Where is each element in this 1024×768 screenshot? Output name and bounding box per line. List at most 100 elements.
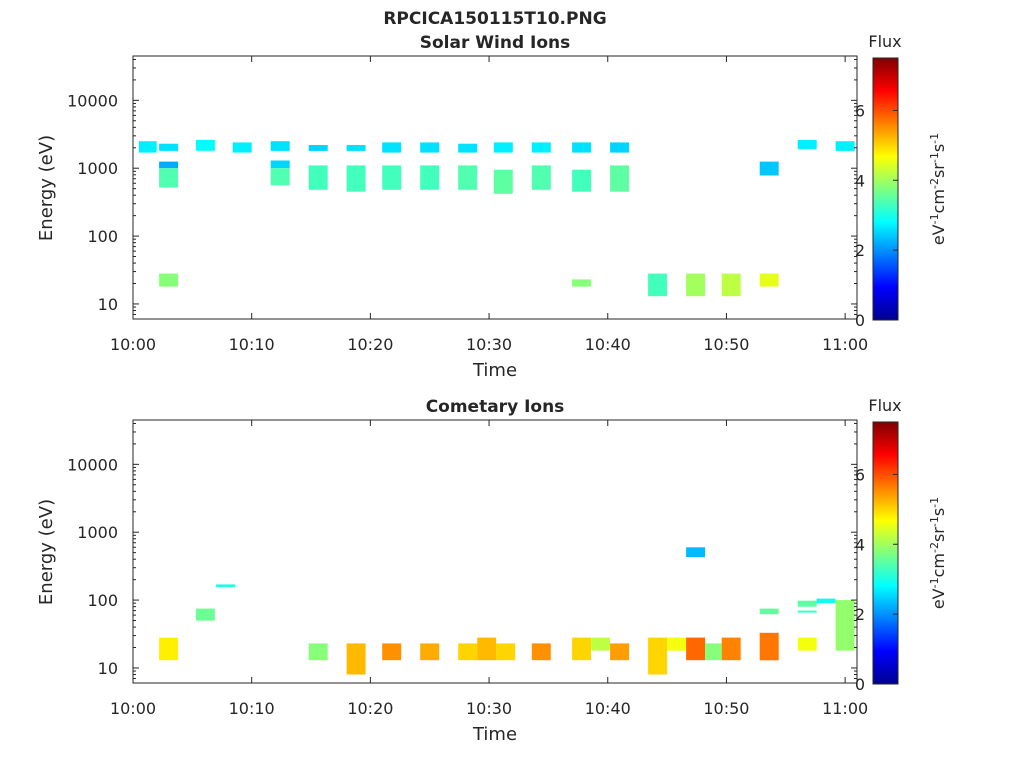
- y-axis-label: Energy (eV): [36, 499, 57, 605]
- colorbar-label: eV-1cm-2sr-1s-1: [928, 133, 949, 245]
- heatmap-cell: [382, 165, 402, 190]
- heatmap-cell: [477, 637, 497, 661]
- heatmap-cell: [232, 142, 252, 153]
- x-tick-label: 10:50: [703, 699, 749, 718]
- heatmap-cell: [667, 637, 687, 651]
- heatmap-cell: [346, 643, 366, 675]
- heatmap-cell: [159, 168, 179, 188]
- x-tick-label: 10:50: [703, 335, 749, 354]
- heatmap-cell: [797, 140, 817, 150]
- heatmap-cell: [138, 141, 157, 153]
- colorbar-title: Flux: [868, 396, 901, 415]
- x-tick-label: 10:40: [585, 335, 631, 354]
- y-tick-label: 10: [98, 295, 118, 314]
- heatmap-cell: [493, 142, 513, 153]
- heatmap-cell: [610, 165, 630, 192]
- heatmap-cell: [797, 637, 817, 651]
- heatmap-cell: [195, 140, 215, 151]
- heatmap-cell: [159, 143, 179, 151]
- y-tick-label: 1000: [77, 523, 118, 542]
- heatmap-cell: [458, 143, 478, 153]
- cometary-ions-panel: Cometary Ions 10:00 10:10 10:20 10:30 10:40 1…: [36, 396, 948, 745]
- heatmap-cell: [835, 600, 855, 651]
- colorbar-tick-label: 0: [855, 675, 865, 694]
- heatmap-cell: [610, 643, 630, 661]
- heatmap-cell: [420, 165, 440, 190]
- x-axis: 10:00 10:10 10:20 10:30 10:40 10:50 11:00: [110, 420, 868, 718]
- heatmap-cell: [308, 145, 328, 151]
- x-tick-label: 10:40: [585, 699, 631, 718]
- y-tick-label: 100: [87, 591, 118, 610]
- heatmap-cell: [420, 142, 440, 153]
- x-tick-label: 10:00: [110, 335, 156, 354]
- y-tick-label: 10: [98, 659, 118, 678]
- colorbar-label: eV-1cm-2sr-1s-1: [928, 497, 949, 609]
- y-tick-label: 100: [87, 227, 118, 246]
- heatmap-cell: [759, 273, 779, 287]
- colorbar-gradient: [872, 421, 899, 685]
- heatmap-cell: [797, 610, 817, 613]
- heatmap-cells: [138, 140, 855, 297]
- heatmap-cell: [648, 637, 668, 675]
- heatmap-cell: [493, 169, 513, 194]
- y-axis: 10 100 1000 10000: [67, 58, 857, 320]
- heatmap-cells: [159, 547, 855, 675]
- heatmap-cell: [835, 141, 855, 151]
- colorbar-gradient: [872, 57, 899, 321]
- heatmap-cell: [496, 643, 516, 661]
- colorbar: Flux 0 2 4 6 eV-1cm-2sr-1s-1: [855, 396, 948, 694]
- plot-frame: [132, 419, 858, 684]
- x-tick-label: 11:00: [822, 699, 868, 718]
- heatmap-cell: [420, 643, 440, 661]
- x-axis-label: Time: [472, 360, 517, 381]
- colorbar-tick-label: 2: [855, 241, 865, 260]
- x-axis-label: Time: [472, 724, 517, 745]
- colorbar-tick-label: 2: [855, 605, 865, 624]
- colorbar-tick-label: 6: [855, 465, 865, 484]
- y-tick-label: 10000: [67, 455, 118, 474]
- figure-title: RPCICA150115T10.PNG: [383, 9, 606, 29]
- colorbar: Flux 0 2 4 6 eV-1cm-2sr-1s-1: [855, 32, 948, 330]
- colorbar-tick-label: 4: [855, 171, 865, 190]
- x-axis: 10:00 10:10 10:20 10:30 10:40 10:50 11:00: [110, 56, 868, 354]
- heatmap-cell: [346, 145, 366, 151]
- heatmap-cell: [686, 547, 706, 558]
- y-axis: 10 100 1000 10000: [67, 422, 857, 684]
- y-axis-label: Energy (eV): [36, 135, 57, 241]
- heatmap-cell: [159, 637, 179, 661]
- colorbar-tick-label: 0: [855, 311, 865, 330]
- colorbar-title: Flux: [868, 32, 901, 51]
- x-tick-label: 11:00: [822, 335, 868, 354]
- heatmap-cell: [159, 273, 179, 287]
- y-tick-label: 10000: [67, 91, 118, 110]
- x-tick-label: 10:30: [466, 699, 512, 718]
- heatmap-cell: [270, 141, 290, 151]
- heatmap-cell: [382, 643, 402, 661]
- x-tick-label: 10:30: [466, 335, 512, 354]
- heatmap-cell: [686, 273, 706, 297]
- heatmap-cell: [759, 608, 779, 615]
- heatmap-cell: [721, 273, 741, 297]
- colorbar-tick-label: 4: [855, 535, 865, 554]
- heatmap-cell: [531, 165, 551, 190]
- panel-title: Solar Wind Ions: [420, 33, 571, 53]
- y-tick-label: 1000: [77, 159, 118, 178]
- heatmap-cell: [610, 142, 630, 153]
- heatmap-cell: [572, 279, 592, 287]
- heatmap-cell: [721, 637, 741, 661]
- heatmap-cell: [216, 584, 236, 588]
- heatmap-cell: [686, 637, 706, 661]
- heatmap-cell: [270, 168, 290, 186]
- heatmap-cell: [572, 142, 592, 153]
- heatmap-cell: [308, 165, 328, 190]
- heatmap-cell: [759, 632, 779, 661]
- heatmap-cell: [572, 169, 592, 192]
- heatmap-cell: [270, 160, 290, 169]
- heatmap-cell: [458, 643, 478, 661]
- x-tick-label: 10:20: [347, 699, 393, 718]
- plot-frame: [132, 55, 858, 320]
- colorbar-tick-label: 6: [855, 101, 865, 120]
- heatmap-cell: [382, 142, 402, 153]
- heatmap-cell: [308, 643, 328, 661]
